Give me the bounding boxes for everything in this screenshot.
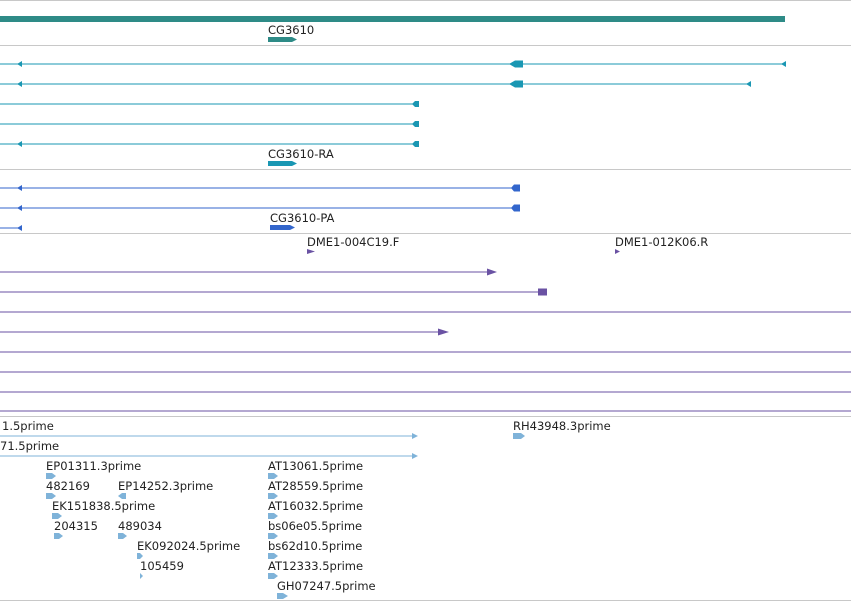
cdna-label[interactable]: bs62d10.5prime — [268, 539, 362, 553]
cdna-label[interactable]: AT13061.5prime — [268, 459, 363, 473]
cdna-feature[interactable] — [0, 433, 418, 439]
cdna-glyph[interactable] — [118, 493, 126, 499]
cdna-label[interactable]: EP14252.3prime — [118, 479, 213, 493]
cdna-glyph[interactable] — [268, 533, 278, 539]
cdna-glyph[interactable] — [268, 513, 278, 519]
insert-feature[interactable] — [0, 328, 449, 336]
cdna-glyph[interactable] — [140, 573, 143, 579]
transcript-feature[interactable] — [0, 121, 419, 127]
cdna-glyph[interactable] — [54, 533, 63, 539]
cdna-glyph[interactable] — [277, 593, 288, 599]
cdna-label[interactable]: AT12333.5prime — [268, 559, 363, 573]
cdna-label[interactable]: 105459 — [140, 559, 184, 573]
cdna-glyph[interactable] — [46, 473, 56, 479]
gene-label[interactable]: CG3610 — [268, 23, 314, 37]
cdna-glyph[interactable] — [118, 533, 127, 539]
insert-label[interactable]: DME1-004C19.F — [307, 235, 399, 249]
gene-glyph[interactable] — [268, 37, 297, 42]
insert-glyph[interactable] — [615, 249, 620, 254]
cdna-label[interactable]: EK151838.5prime — [52, 499, 155, 513]
protein-label[interactable]: CG3610-PA — [270, 211, 335, 225]
cdna-glyph[interactable] — [268, 473, 278, 479]
protein-feature[interactable] — [0, 204, 520, 212]
cdna-label[interactable]: RH43948.3prime — [513, 419, 611, 433]
cdna-glyph[interactable] — [46, 493, 56, 499]
transcript-feature[interactable] — [0, 80, 751, 88]
transcript-glyph[interactable] — [268, 161, 297, 166]
cdna-glyph[interactable] — [513, 433, 525, 439]
insert-glyph[interactable] — [307, 249, 315, 254]
cdna-label[interactable]: 489034 — [118, 519, 162, 533]
cdna-glyph[interactable] — [268, 553, 278, 559]
insert-label[interactable]: DME1-012K06.R — [615, 235, 708, 249]
cdna-glyph[interactable] — [52, 513, 62, 519]
insert-track: DME1-004C19.F DME1-012K06.R — [0, 235, 851, 417]
protein-track: CG3610-PA — [0, 184, 851, 234]
cdna-label[interactable]: 71.5prime — [0, 439, 59, 453]
cdna-label[interactable]: 1.5prime — [2, 419, 54, 433]
cdna-glyph[interactable] — [268, 573, 278, 579]
protein-feature[interactable] — [0, 184, 520, 192]
cdna-label[interactable]: EP01311.3prime — [46, 459, 141, 473]
transcript-feature[interactable] — [0, 101, 419, 107]
protein-glyph[interactable] — [270, 225, 295, 230]
cdna-track: 1.5prime RH43948.3prime 71.5prime EP0131… — [0, 419, 851, 601]
cdna-label[interactable]: AT16032.5prime — [268, 499, 363, 513]
transcript-feature[interactable] — [0, 60, 786, 68]
transcript-label[interactable]: CG3610-RA — [268, 147, 334, 161]
cdna-glyph[interactable] — [137, 553, 143, 559]
cdna-label[interactable]: bs06e05.5prime — [268, 519, 362, 533]
insert-feature[interactable] — [0, 268, 497, 276]
cdna-label[interactable]: EK092024.5prime — [137, 539, 240, 553]
cdna-label[interactable]: 204315 — [54, 519, 98, 533]
cdna-glyph[interactable] — [268, 493, 278, 499]
cdna-label[interactable]: GH07247.5prime — [277, 579, 376, 593]
cdna-feature[interactable] — [0, 453, 418, 459]
gene-track: CG3610 — [0, 0, 851, 46]
insert-feature[interactable] — [0, 288, 547, 296]
gene-span-bar[interactable] — [0, 16, 785, 22]
transcript-feature[interactable] — [0, 141, 419, 147]
protein-feature[interactable] — [0, 225, 22, 231]
cdna-label[interactable]: 482169 — [46, 479, 90, 493]
cdna-label[interactable]: AT28559.5prime — [268, 479, 363, 493]
transcript-track: CG3610-RA — [0, 60, 851, 170]
